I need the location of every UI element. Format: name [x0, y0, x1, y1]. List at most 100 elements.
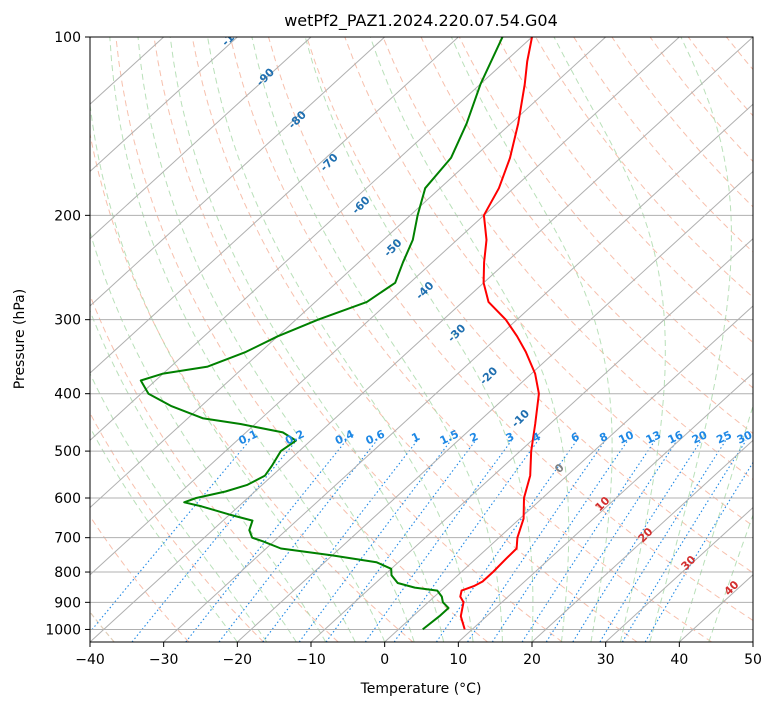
- x-tick-label: −30: [149, 652, 179, 668]
- dry-adiabat-line: [90, 131, 414, 642]
- isotherm-line: [90, 37, 312, 240]
- x-tick-label: −40: [75, 652, 105, 668]
- mixing-ratio-line: [467, 440, 606, 642]
- dry-adiabat-line: [191, 37, 638, 642]
- x-tick-label: 30: [597, 652, 615, 668]
- chart-title: wetPf2_PAZ1.2024.220.07.54.G04: [284, 11, 558, 31]
- isotherm-line: [90, 37, 386, 307]
- mixing-ratio-label: 2: [468, 430, 480, 445]
- isotherm-line: [236, 170, 753, 642]
- isotherm-line: [752, 641, 753, 642]
- mixing-ratio-line: [185, 440, 347, 642]
- dry-adiabat-line: [765, 37, 775, 642]
- series-line: [459, 37, 540, 630]
- isotherm-line: [90, 37, 459, 374]
- mixing-ratio-label: 30: [735, 428, 755, 446]
- dry-adiabat-line: [306, 37, 753, 574]
- dry-adiabat-line: [153, 37, 563, 642]
- mixing-ratio-line: [599, 440, 727, 642]
- dry-adiabat-line: [90, 515, 190, 642]
- mixing-ratio-label: 16: [666, 428, 686, 446]
- mixing-ratio-line: [262, 440, 418, 642]
- adiabat-label: 0: [552, 461, 567, 476]
- adiabat-label: -90: [254, 65, 277, 88]
- isotherm-line: [163, 103, 753, 642]
- mixing-ratio-label: 20: [690, 428, 710, 446]
- moist-adiabat-line: [649, 37, 732, 642]
- x-axis: −40 −30 −20 −10 0 10 20 30 40 50: [75, 642, 762, 668]
- mixing-ratio-label: 6: [569, 430, 582, 445]
- dry-adiabat-line: [344, 37, 753, 527]
- dry-adiabat-line: [268, 37, 753, 622]
- adiabat-label: -50: [381, 236, 404, 259]
- moist-adiabat-line: [90, 426, 238, 642]
- adiabat-label: 30: [679, 553, 699, 573]
- isotherm-line: [90, 37, 607, 509]
- dry-adiabat-line: [726, 37, 753, 71]
- mixing-ratio-line: [521, 440, 656, 642]
- y-tick-label: 800: [54, 565, 81, 581]
- isotherm-line: [90, 37, 680, 576]
- adiabat-label: -20: [477, 364, 500, 387]
- y-tick-label: 200: [54, 208, 81, 224]
- mixing-ratio-line: [218, 440, 378, 642]
- moist-adiabat-line: [137, 37, 415, 642]
- y-tick-label: 1000: [45, 622, 81, 638]
- mixing-ratio-label: 1: [409, 430, 421, 445]
- moist-adiabat-line: [450, 37, 613, 642]
- isotherm-line: [90, 37, 753, 642]
- y-tick-label: 100: [54, 30, 81, 46]
- series-line: [139, 37, 504, 631]
- moist-adiabat-line: [708, 513, 753, 642]
- mixing-ratio-label: 8: [597, 430, 609, 445]
- mixing-ratio-line: [491, 440, 629, 642]
- mixing-ratio-line: [621, 440, 747, 642]
- isotherm-line: [90, 37, 533, 442]
- x-tick-label: 20: [523, 652, 541, 668]
- dry-adiabat-line: [535, 37, 753, 298]
- y-axis-label: Pressure (hPa): [12, 289, 28, 389]
- plot-frame: [89, 36, 754, 643]
- x-tick-label: 10: [449, 652, 467, 668]
- adiabat-label: 10: [593, 494, 613, 514]
- adiabat-label: -100: [219, 20, 248, 49]
- dry-adiabat-line: [687, 37, 753, 117]
- isotherm-line: [310, 237, 753, 642]
- y-tick-label: 300: [54, 313, 81, 329]
- mixing-ratio-line: [364, 440, 512, 642]
- moist-adiabat-line: [678, 404, 753, 642]
- adiabat-label: -40: [413, 279, 436, 302]
- x-tick-label: −10: [296, 652, 326, 668]
- series-layer: [139, 37, 540, 631]
- mixing-ratio-label: 13: [644, 428, 663, 446]
- mixing-ratio-line: [131, 440, 297, 642]
- y-tick-label: 500: [54, 444, 81, 460]
- mixing-ratio-line: [545, 440, 678, 642]
- mixing-ratio-label: 0.2: [283, 427, 306, 447]
- y-tick-label: 400: [54, 387, 81, 403]
- adiabat-label: 20: [636, 525, 656, 545]
- mixing-ratio-line: [90, 440, 251, 633]
- moist-adiabat-line: [169, 37, 445, 642]
- mixing-ratio-line: [572, 440, 702, 642]
- mixing-ratio-label: 0.6: [364, 427, 387, 447]
- mixing-ratio-label: 0.1: [237, 427, 260, 447]
- dry-adiabat-line: [115, 37, 488, 642]
- grid-lines: [90, 37, 753, 642]
- line-labels: 0.1 0.2 0.4 0.6 1 1.5 2 3 4 6 8 10 13 16 20 25 30-100-90…: [219, 20, 755, 598]
- isotherm-line: [531, 439, 753, 642]
- y-axis: 100 200 300 400 500 600 700 800 900 1000: [45, 30, 90, 638]
- mixing-ratio-line: [644, 461, 753, 642]
- mixing-ratio-line: [325, 440, 476, 642]
- dry-adiabat-line: [611, 37, 753, 208]
- x-axis-label: Temperature (°C): [360, 681, 482, 697]
- adiabat-label: -10: [509, 407, 532, 430]
- moist-adiabat-line: [553, 37, 666, 642]
- moist-adiabat-line: [90, 230, 327, 642]
- moist-adiabat-line: [251, 37, 503, 642]
- dry-adiabat-line: [90, 412, 264, 642]
- mixing-ratio-label: 10: [617, 428, 637, 446]
- mixing-ratio-label: 25: [714, 428, 733, 446]
- x-tick-label: 40: [670, 652, 688, 668]
- plot-area: 0.1 0.2 0.4 0.6 1 1.5 2 3 4 6 8 10 13 16 20 25 30-100-90…: [90, 20, 775, 642]
